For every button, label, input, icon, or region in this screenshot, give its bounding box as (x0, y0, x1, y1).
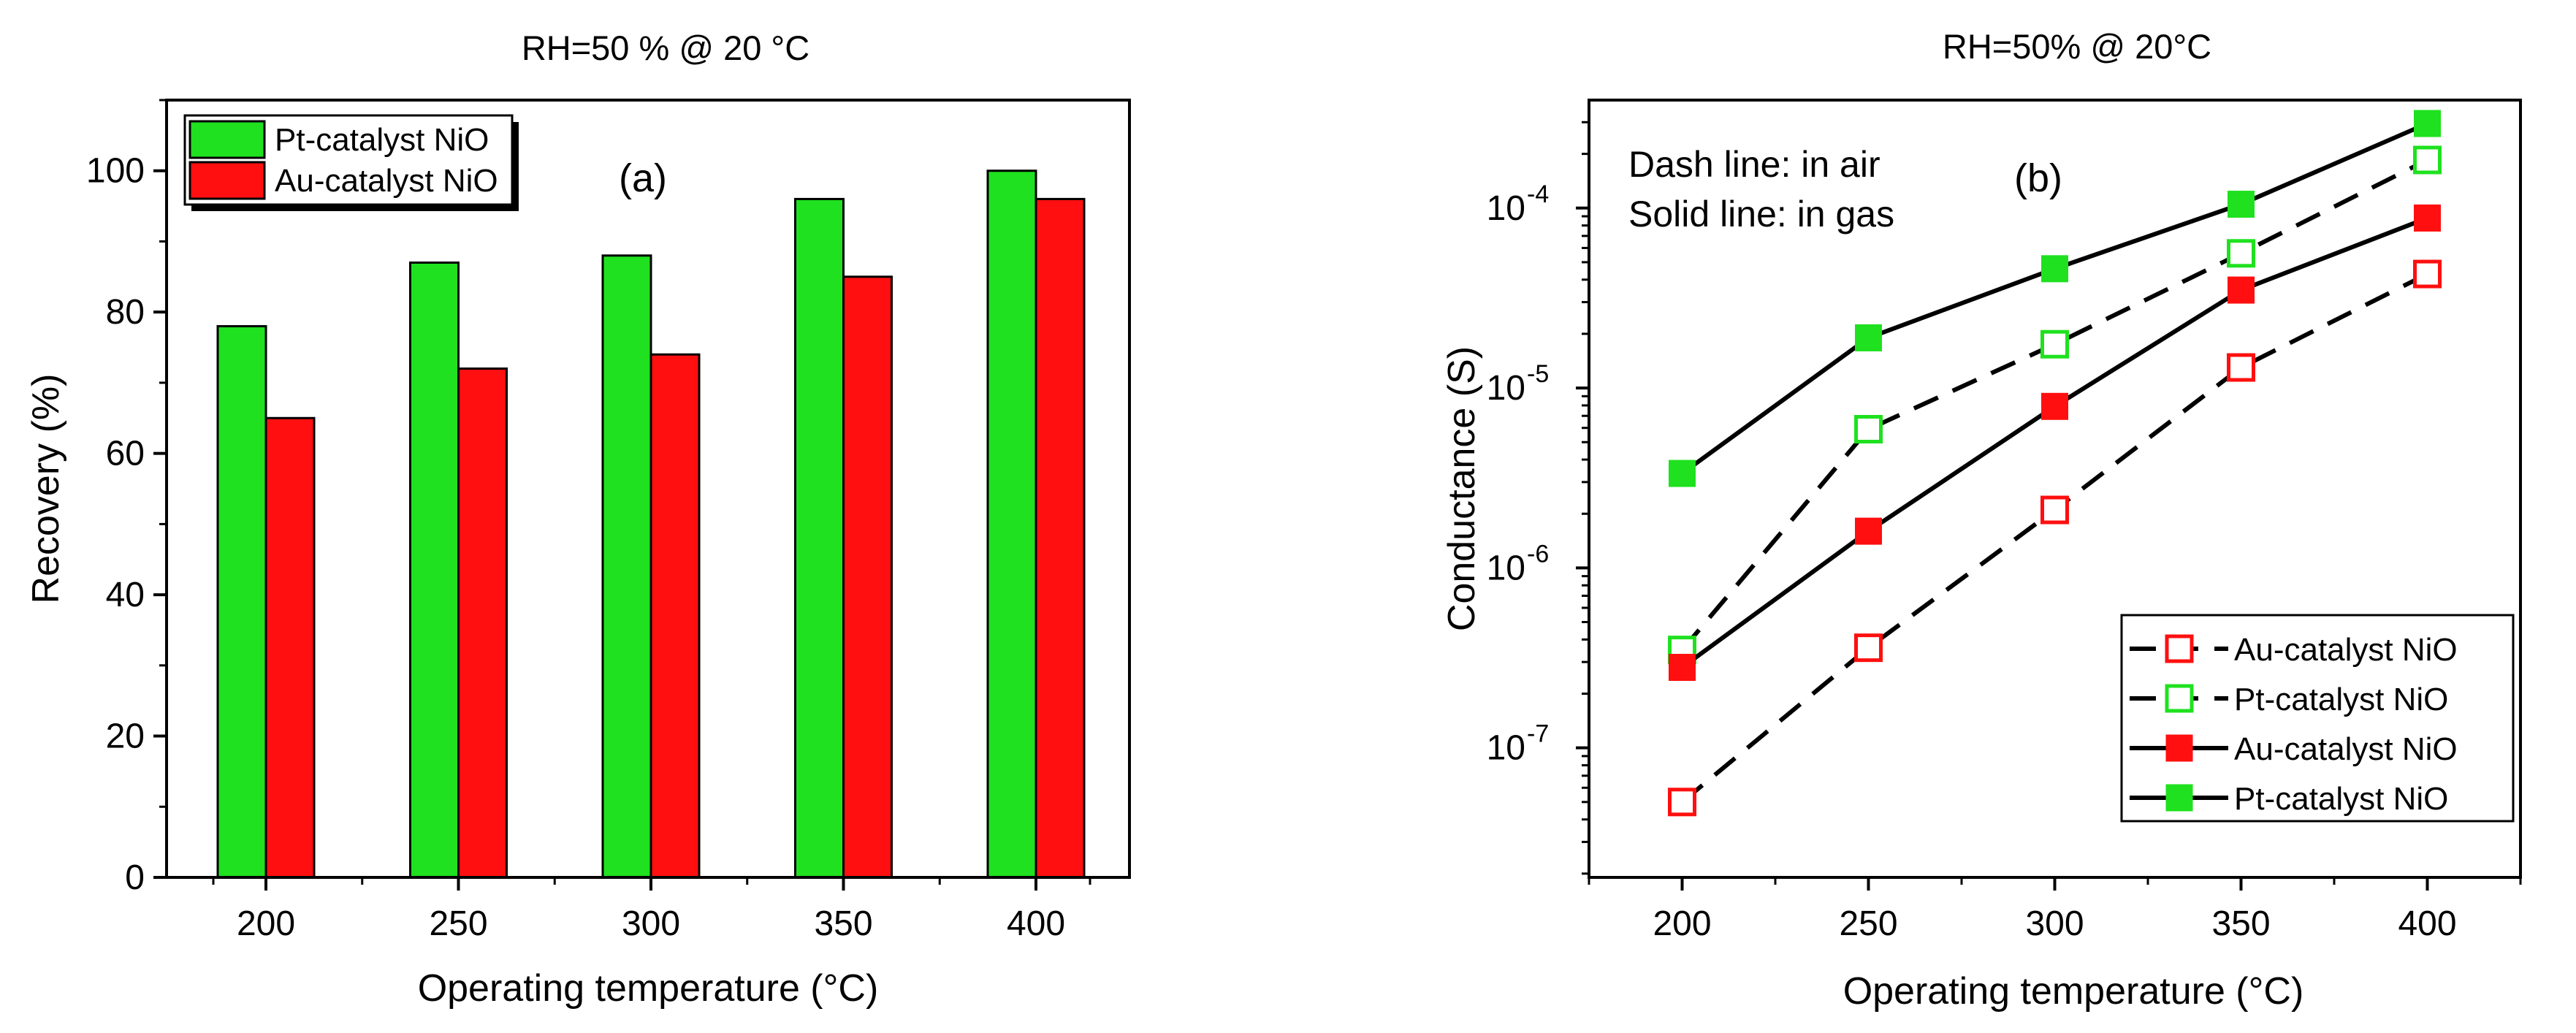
legend-label-pt-gas: Pt-catalyst NiO (2234, 781, 2448, 817)
panel-a-label: (a) (619, 156, 667, 200)
legend-label-au-air: Au-catalyst NiO (2234, 632, 2458, 668)
annotation-solid-line: Solid line: in gas (1628, 194, 1894, 235)
marker-au-gas-400 (2414, 204, 2441, 232)
x-tick-label-b: 300 (2025, 904, 2084, 943)
marker-pt-gas-350 (2228, 191, 2255, 218)
y-tick-label-a: 80 (106, 293, 145, 332)
bar-au-300 (649, 353, 701, 879)
panel-a-title: RH=50 % @ 20 °C (522, 28, 809, 67)
bar-pt-250 (409, 261, 460, 879)
marker-pt-gas-400 (2414, 110, 2441, 137)
panel-b-title: RH=50% @ 20°C (1943, 27, 2211, 66)
x-tick-label-a: 350 (814, 904, 872, 943)
y-tick-label-a: 100 (86, 152, 145, 191)
panel-a-recovery-bar-chart: RH=50 % @ 20 °C (a) 200 250 300 350 400 0 20 40… (25, 28, 1131, 1010)
bar-pt-400 (986, 169, 1037, 879)
panel-a-x-axis-label: Operating temperature (°C) (418, 967, 879, 1010)
y-tick-label-a: 60 (106, 435, 145, 473)
bar-au-200 (264, 416, 316, 879)
marker-pt-air-400 (2413, 145, 2442, 175)
panel-a-legend: Pt-catalyst NiO Au-catalyst NiO (183, 114, 519, 211)
marker-au-gas-350 (2228, 276, 2255, 304)
x-tick-label-b: 400 (2398, 904, 2456, 943)
x-tick-label-b: 200 (1653, 904, 1711, 943)
panel-b-series (1668, 110, 2442, 817)
panel-b-y-axis-label: Conductance (S) (1441, 346, 1483, 631)
bar-au-250 (457, 367, 508, 879)
legend-swatch-au-catalyst (188, 161, 266, 200)
bar-pt-200 (216, 325, 267, 879)
marker-au-air-400 (2413, 259, 2442, 289)
marker-au-air-200 (1668, 788, 1696, 817)
legend-label-au-gas: Au-catalyst NiO (2234, 731, 2458, 767)
bar-pt-300 (601, 254, 652, 879)
legend-marker-pt-gas (2165, 784, 2193, 812)
legend-label-pt-air: Pt-catalyst NiO (2234, 682, 2448, 717)
marker-au-air-300 (2040, 495, 2069, 525)
y-tick-label-b: 10 (1487, 549, 1525, 587)
y-tick-exponent-b: -4 (1527, 180, 1549, 208)
panel-b-legend: Au-catalyst NiO Pt-catalyst NiO Au-catalys… (2120, 614, 2515, 823)
marker-pt-gas-250 (1855, 324, 1882, 351)
panel-b-conductance-line-chart: RH=50% @ 20°C (b) Dash line: in air Soli… (1441, 27, 2522, 1013)
y-tick-label-b: 10 (1487, 189, 1525, 228)
bar-pt-350 (794, 197, 845, 879)
y-tick-exponent-b: -5 (1527, 360, 1549, 388)
panel-a-plot-frame (165, 99, 1131, 879)
legend-marker-au-gas (2165, 734, 2193, 762)
legend-label-pt-catalyst: Pt-catalyst NiO (275, 122, 489, 158)
annotation-dash-line: Dash line: in air (1628, 144, 1880, 185)
marker-au-gas-250 (1855, 517, 1882, 545)
legend-swatch-pt-catalyst (188, 120, 266, 159)
y-tick-label-a: 0 (125, 858, 145, 897)
y-tick-label-b: 10 (1487, 369, 1525, 408)
x-tick-label-b: 350 (2211, 904, 2270, 943)
panel-b-x-axis-label: Operating temperature (°C) (1843, 970, 2304, 1013)
legend-marker-au-air (2165, 634, 2194, 663)
panel-b-label: (b) (2014, 156, 2062, 200)
panel-a-y-axis-label: Recovery (%) (25, 374, 67, 604)
y-tick-label-a: 40 (106, 576, 145, 614)
panel-a-ticks: 200 250 300 350 400 0 20 40 60 80 100 (86, 99, 1091, 943)
bar-au-350 (842, 275, 893, 879)
marker-au-gas-200 (1669, 654, 1696, 682)
x-tick-label-b: 250 (1839, 904, 1897, 943)
marker-pt-air-250 (1854, 415, 1883, 444)
x-tick-label-a: 300 (622, 904, 680, 943)
series-line-au-gas (1680, 216, 2428, 669)
marker-pt-air-300 (2040, 329, 2069, 359)
series-line-pt-air (1680, 158, 2428, 652)
x-tick-label-a: 200 (237, 904, 295, 943)
legend-marker-pt-air (2165, 684, 2194, 713)
marker-pt-gas-200 (1669, 460, 1696, 487)
marker-pt-gas-300 (2041, 255, 2068, 283)
legend-label-au-catalyst: Au-catalyst NiO (275, 163, 498, 199)
y-tick-label-b: 10 (1487, 729, 1525, 768)
y-tick-exponent-b: -7 (1527, 720, 1549, 748)
panel-b-plot-frame (1588, 99, 2522, 879)
marker-au-gas-300 (2041, 392, 2068, 420)
x-tick-label-a: 250 (429, 904, 487, 943)
y-tick-label-a: 20 (106, 717, 145, 756)
x-tick-label-a: 400 (1007, 904, 1065, 943)
marker-au-air-350 (2227, 353, 2255, 382)
panel-a-bars (216, 169, 1086, 879)
bar-au-400 (1034, 197, 1086, 879)
marker-pt-air-350 (2227, 239, 2255, 268)
marker-au-air-250 (1854, 633, 1883, 663)
y-tick-exponent-b: -6 (1527, 540, 1549, 568)
